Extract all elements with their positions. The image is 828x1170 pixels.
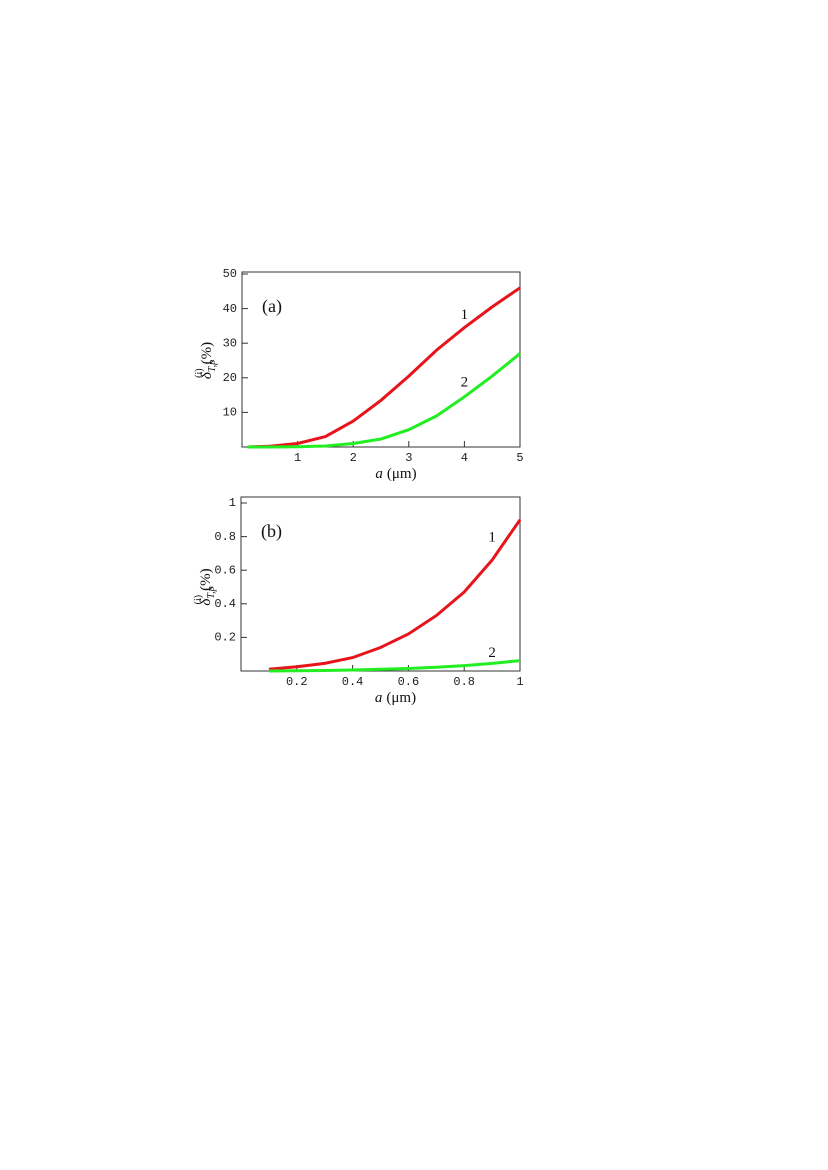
y-axis-label: δT,p(i) (%): [193, 568, 217, 605]
x-tick-label: 5: [516, 451, 523, 465]
x-tick-label: 2: [350, 451, 357, 465]
line: [268, 659, 521, 673]
y-label-unit: (%): [198, 568, 214, 591]
y-label-symbol: δ: [199, 371, 215, 379]
x-axis-label: a (μm): [375, 690, 416, 706]
y-axis-label: δT,p(i) (%): [194, 342, 218, 379]
line: [268, 518, 522, 671]
x-tick-label: 4: [461, 451, 468, 465]
x-tick-label: 0.8: [453, 675, 475, 689]
y-tick-label: 50: [223, 267, 237, 281]
y-tick-label: 40: [223, 302, 237, 316]
x-tick-label: 3: [405, 451, 412, 465]
x-label-unit: (μm): [387, 466, 417, 482]
line: [247, 286, 521, 449]
curve-label: 2: [488, 645, 496, 661]
curve-label: 1: [461, 307, 469, 323]
curve-label: 1: [488, 530, 496, 546]
panel-label: (a): [262, 296, 282, 317]
y-label-subscript: T,p: [206, 586, 217, 598]
x-tick-label: 0.6: [398, 675, 420, 689]
frame: [241, 271, 521, 448]
x-tick-label: 0.2: [286, 675, 308, 689]
x-label-symbol: a: [375, 690, 383, 706]
y-tick-label: 0.8: [214, 530, 236, 544]
y-tick-label: 20: [223, 371, 237, 385]
y-label-symbol: δ: [198, 598, 214, 606]
line: [247, 352, 521, 449]
panel-label: (b): [261, 521, 282, 542]
y-tick-label: 0.4: [214, 597, 236, 611]
x-tick-label: 0.4: [342, 675, 364, 689]
y-label-superscript: (i): [193, 595, 204, 604]
y-tick-label: 0.6: [214, 563, 236, 577]
frame: [240, 496, 521, 672]
curve-label: 2: [461, 374, 469, 390]
y-label-superscript: (i): [194, 368, 205, 377]
y-tick-label: 10: [223, 406, 237, 420]
y-tick-label: 1: [229, 496, 236, 510]
y-tick-label: 30: [223, 336, 237, 350]
y-label-subscript: T,p: [207, 360, 218, 372]
x-label-unit: (μm): [386, 690, 416, 706]
y-tick-label: 0.2: [214, 631, 236, 645]
x-label-symbol: a: [375, 466, 383, 482]
x-tick-label: 1: [294, 451, 301, 465]
y-label-unit: (%): [199, 342, 215, 365]
x-axis-label: a (μm): [375, 466, 416, 482]
x-tick-label: 1: [516, 675, 523, 689]
